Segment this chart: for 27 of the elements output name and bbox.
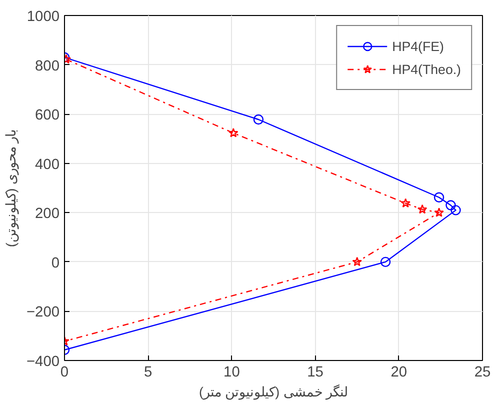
point [417, 204, 428, 214]
y-tick-label: 200 [35, 206, 60, 222]
point [434, 192, 444, 202]
y-axis-title: بار محوری (کیلونیوتن) [3, 128, 20, 248]
x-tick-label: 10 [224, 364, 240, 380]
point [228, 128, 238, 138]
y-tick-label: −400 [26, 354, 60, 370]
x-axis-title: لنگر خمشی (کیلونیوتن متر) [199, 384, 348, 400]
y-tick-label: 800 [35, 58, 60, 74]
legend-label: HP4(Theo.) [392, 62, 461, 76]
y-tick-label: −200 [26, 304, 60, 321]
point [450, 205, 461, 216]
x-tick-label: 5 [144, 364, 152, 380]
x-tick-label: 20 [390, 364, 408, 380]
x-tick-label: 15 [307, 364, 324, 380]
point [380, 256, 391, 268]
point [446, 200, 456, 210]
legend-label: HP4(FE) [392, 38, 444, 54]
y-tick-label: 0 [51, 255, 60, 272]
y-tick-label: 400 [35, 156, 60, 173]
point [253, 114, 264, 125]
x-tick-label: 25 [474, 364, 491, 380]
point [352, 256, 362, 266]
point [400, 198, 410, 208]
point [434, 208, 444, 217]
y-tick-label: 600 [35, 108, 60, 124]
y-tick-label: 1000 [26, 9, 60, 25]
